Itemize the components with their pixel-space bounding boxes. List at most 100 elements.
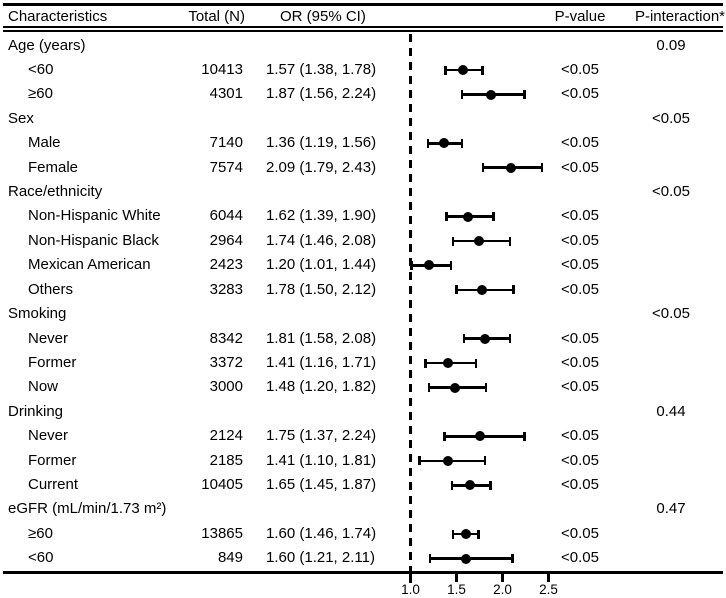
col-header-characteristics: Characteristics [8,8,108,25]
row-total-n: 849 [217,549,243,567]
row-label: Non-Hispanic White [28,207,161,225]
or-point-dot [443,358,454,369]
or-point-dot [460,529,471,540]
row-total-n: 7140 [209,134,243,152]
ci-cap-upper [540,163,544,173]
row-total-n: 3000 [209,378,243,396]
ci-cap-upper [483,456,487,466]
group-row: Race/ethnicity <0.05 [0,180,726,204]
bottom-border-axis [3,571,723,574]
row-total-n: 2423 [209,256,243,274]
ci-cap-upper [484,383,488,393]
row-total-n: 2964 [209,231,243,249]
axis-tick-label: 2.5 [539,582,558,597]
data-row: Never 8342 1.81 (1.58, 2.08) <0.05 [0,327,726,351]
row-p-value: <0.05 [561,207,599,225]
col-header-or-ci: OR (95% CI) [280,8,366,25]
or-point-dot [438,138,449,149]
col-header-total-n: Total (N) [188,8,245,25]
row-label: Now [28,378,59,396]
row-or-ci: 1.60 (1.46, 1.74) [266,524,377,542]
ci-cap-lower [443,431,446,441]
ci-cap-upper [511,554,514,563]
or-point-dot [449,382,460,393]
or-point-dot [480,333,491,344]
ci-cap-lower [451,529,455,539]
data-row: Non-Hispanic Black 2964 1.74 (1.46, 2.08) <… [0,229,726,253]
or-point-dot [443,455,454,466]
ci-cap-upper [449,260,453,270]
ci-cap-upper [489,480,492,490]
row-or-ci: 1.20 (1.01, 1.44) [266,256,377,274]
row-p-value: <0.05 [561,427,599,445]
row-p-value: <0.05 [561,378,599,396]
col-header-p-interaction: P-interaction* [634,8,725,25]
axis-tick-label: 1.5 [447,582,466,597]
row-p-interaction: 0.44 [656,402,686,420]
data-row: Former 2185 1.41 (1.10, 1.81) <0.05 [0,449,726,473]
ci-cap-lower [455,285,458,295]
ci-cap-lower [450,480,454,490]
axis-tick [409,574,412,582]
group-label: Sex [8,109,34,127]
axis-tick-label: 1.0 [401,582,420,597]
or-point-dot [457,65,468,76]
or-point-dot [462,211,473,222]
data-row: <60 849 1.60 (1.21, 2.11) <0.05 [0,546,726,570]
or-point-dot [460,553,471,564]
row-p-interaction: 0.09 [656,36,686,54]
axis-tick-label: 2.0 [493,582,512,597]
data-row: Mexican American 2423 1.20 (1.01, 1.44) <0.… [0,253,726,277]
row-p-value: <0.05 [561,256,599,274]
ci-cap-lower [460,90,464,100]
row-label: Never [28,427,69,445]
ci-cap-lower [451,236,455,246]
data-row: Former 3372 1.41 (1.16, 1.71) <0.05 [0,351,726,375]
data-row: ≥60 4301 1.87 (1.56, 2.24) <0.05 [0,82,726,106]
ci-cap-lower [462,334,466,344]
data-row: Male 7140 1.36 (1.19, 1.56) <0.05 [0,131,726,155]
axis-tick [547,574,550,582]
data-row: Others 3283 1.78 (1.50, 2.12) <0.05 [0,278,726,302]
row-p-value: <0.05 [561,476,599,494]
or-point-dot [465,480,476,491]
row-p-value: <0.05 [561,451,599,469]
row-p-value: <0.05 [561,329,599,347]
ci-cap-lower [426,138,430,148]
row-or-ci: 1.41 (1.16, 1.71) [266,353,377,371]
row-p-value: <0.05 [561,158,599,176]
ci-cap-upper [508,334,512,344]
row-label: Mexican American [28,256,151,274]
ci-cap-lower [428,554,432,563]
row-or-ci: 1.78 (1.50, 2.12) [266,280,377,298]
or-point-dot [474,431,485,442]
row-or-ci: 1.81 (1.58, 2.08) [266,329,377,347]
row-label: <60 [28,60,54,78]
row-label: Male [28,134,61,152]
ci-cap-lower [410,260,413,270]
ci-cap-upper [480,65,484,75]
row-total-n: 7574 [209,158,243,176]
row-label: Female [28,158,79,176]
row-total-n: 2185 [209,451,243,469]
header-underline-1 [3,26,723,28]
or-point-dot [505,162,516,173]
row-or-ci: 1.41 (1.10, 1.81) [266,451,377,469]
row-label: Non-Hispanic Black [28,231,159,249]
row-p-interaction: 0.47 [656,500,686,518]
group-row: Smoking <0.05 [0,302,726,326]
row-label: Others [28,280,74,298]
data-row: Now 3000 1.48 (1.20, 1.82) <0.05 [0,375,726,399]
top-border [3,3,723,6]
row-label: ≥60 [28,524,53,542]
data-row: Current 10405 1.65 (1.45, 1.87) <0.05 [0,473,726,497]
row-p-interaction: <0.05 [652,109,690,127]
ci-bar [444,435,525,438]
group-label: Race/ethnicity [8,183,103,201]
row-or-ci: 1.74 (1.46, 2.08) [266,231,377,249]
row-p-value: <0.05 [561,134,599,152]
row-or-ci: 1.48 (1.20, 1.82) [266,378,377,396]
data-row: ≥60 13865 1.60 (1.46, 1.74) <0.05 [0,522,726,546]
row-p-value: <0.05 [561,549,599,567]
